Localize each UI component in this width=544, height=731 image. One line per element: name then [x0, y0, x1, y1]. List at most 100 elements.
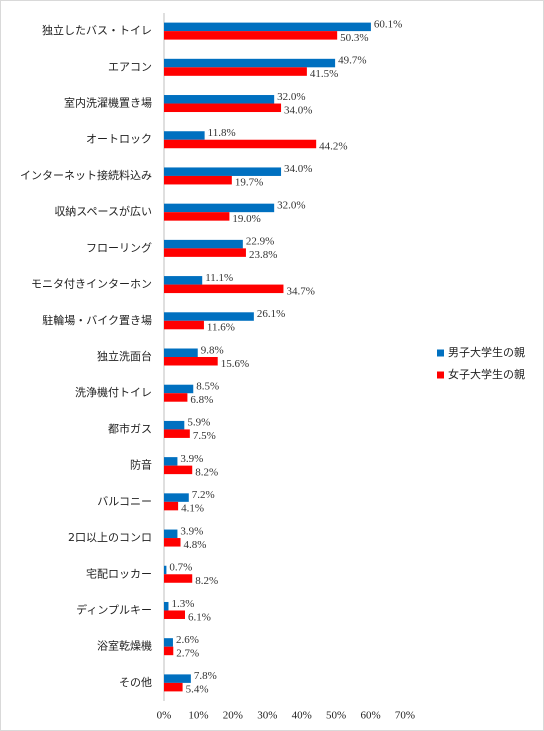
value-label: 23.8%	[249, 249, 277, 261]
y-tick-label: 浴室乾燥機	[97, 639, 152, 653]
bar	[164, 284, 284, 294]
value-label: 5.9%	[187, 417, 210, 429]
bar	[164, 501, 179, 511]
value-label: 4.8%	[184, 539, 207, 551]
bar	[164, 529, 178, 539]
value-label: 32.0%	[277, 91, 305, 103]
value-label: 4.1%	[181, 503, 204, 515]
bar	[164, 175, 232, 185]
value-label: 6.1%	[188, 611, 211, 623]
bar	[164, 601, 169, 611]
y-tick-label: 室内洗濯機置き場	[64, 96, 152, 110]
y-tick-label: 収納スペースが広い	[54, 204, 152, 218]
value-label: 8.2%	[195, 575, 218, 587]
bar	[164, 393, 188, 402]
y-tick-label: インターネット接続料込み	[20, 168, 152, 182]
y-tick-label: 洗浄機付トイレ	[75, 385, 152, 399]
x-tick-label: 40%	[292, 710, 312, 722]
value-label: 0.7%	[169, 562, 192, 574]
bar	[164, 348, 198, 357]
y-tick-label: 都市ガス	[108, 421, 152, 435]
value-label: 44.2%	[319, 141, 347, 153]
value-label: 19.7%	[235, 177, 263, 189]
bar	[164, 276, 203, 285]
y-tick-label: その他	[119, 676, 152, 689]
y-tick-label: ディンプルキー	[76, 602, 152, 616]
x-tick-label: 70%	[395, 710, 415, 722]
value-label: 3.9%	[180, 525, 203, 537]
bar	[164, 167, 282, 176]
x-tick-label: 10%	[188, 710, 208, 722]
value-label: 60.1%	[374, 18, 402, 30]
y-tick-label: 駐輪場・バイク置き場	[42, 313, 152, 327]
value-label: 41.5%	[310, 68, 338, 80]
value-label: 1.3%	[171, 598, 194, 610]
y-tick-label: 宅配ロッカー	[86, 566, 152, 580]
value-label: 22.9%	[246, 236, 274, 248]
bar	[164, 131, 205, 140]
bar	[164, 239, 243, 249]
value-label: 15.6%	[221, 358, 249, 370]
value-label: 2.7%	[176, 647, 199, 659]
bar	[164, 139, 317, 149]
value-label: 11.6%	[207, 322, 235, 334]
bar	[164, 67, 307, 76]
value-label: 9.8%	[201, 344, 224, 356]
value-label: 5.4%	[186, 684, 209, 696]
value-label: 7.5%	[193, 430, 216, 442]
bar	[164, 212, 230, 221]
bar	[164, 103, 282, 113]
x-tick-label: 50%	[326, 710, 346, 722]
y-tick-label: フローリング	[86, 240, 152, 254]
bar	[164, 95, 275, 104]
value-label: 6.8%	[190, 394, 213, 406]
x-tick-label: 30%	[257, 710, 277, 722]
y-tick-label: 独立したバス・トイレ	[42, 23, 152, 37]
value-label: 26.1%	[257, 308, 285, 320]
bar	[164, 429, 190, 438]
x-tick-label: 0%	[157, 710, 172, 722]
value-label: 8.5%	[196, 380, 219, 392]
bar	[164, 320, 204, 330]
legend-swatch	[437, 371, 444, 379]
value-label: 11.1%	[205, 272, 233, 284]
bar	[164, 646, 174, 656]
value-label: 34.0%	[284, 163, 312, 175]
value-label: 49.7%	[338, 55, 366, 67]
bar	[164, 420, 185, 430]
bar	[164, 638, 173, 647]
value-label: 8.2%	[195, 466, 218, 478]
value-label: 19.0%	[232, 213, 260, 225]
bar	[164, 574, 193, 583]
legend-label: 女子大学生の親	[448, 367, 525, 381]
value-label: 34.0%	[284, 104, 312, 116]
x-tick-label: 60%	[360, 710, 380, 722]
bar	[164, 493, 189, 502]
bar	[164, 457, 178, 466]
value-label: 50.3%	[340, 32, 368, 44]
y-tick-label: エアコン	[108, 60, 152, 73]
bar	[164, 312, 254, 321]
bar	[164, 31, 338, 40]
bar	[164, 565, 167, 575]
bar	[164, 465, 193, 475]
y-tick-label: モニタ付きインターホン	[31, 278, 152, 291]
bar	[164, 682, 183, 692]
bar	[164, 538, 181, 547]
bar	[164, 674, 191, 683]
y-tick-label: バルコニー	[97, 495, 152, 508]
y-tick-label: オートロック	[86, 133, 152, 146]
value-label: 11.8%	[208, 127, 236, 139]
value-label: 3.9%	[180, 453, 203, 465]
legend-label: 男子大学生の親	[448, 345, 525, 359]
bar	[164, 203, 275, 213]
y-tick-label: 2口以上のコンロ	[68, 531, 152, 544]
y-tick-label: 独立洗面台	[97, 349, 152, 363]
legend-swatch	[437, 349, 444, 357]
value-label: 34.7%	[286, 285, 314, 297]
value-label: 7.8%	[194, 670, 217, 682]
bar	[164, 384, 194, 394]
x-tick-label: 20%	[223, 710, 243, 722]
